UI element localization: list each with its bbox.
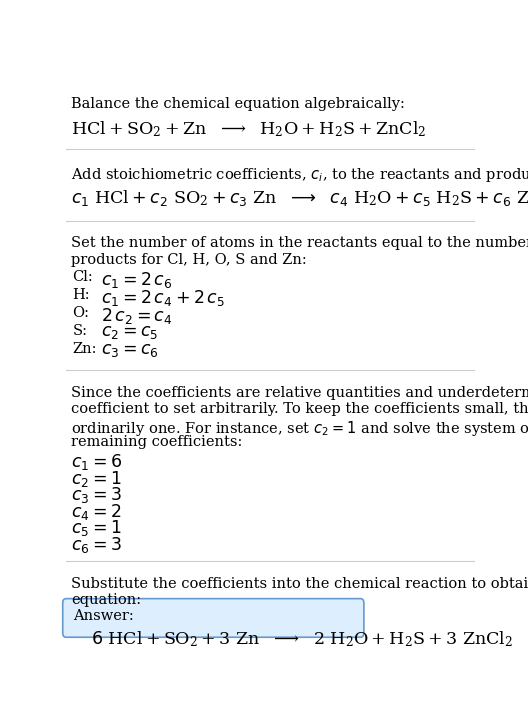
Text: $c_3 = c_6$: $c_3 = c_6$: [101, 342, 158, 359]
Text: Add stoichiometric coefficients, $c_i$, to the reactants and products:: Add stoichiometric coefficients, $c_i$, …: [71, 166, 528, 184]
Text: O:: O:: [72, 306, 90, 320]
Text: $\mathregular{HCl + SO_2 + Zn \ \ \longrightarrow \ \ H_2O + H_2S + ZnCl_2}$: $\mathregular{HCl + SO_2 + Zn \ \ \longr…: [71, 119, 427, 139]
Text: $c_2 = c_5$: $c_2 = c_5$: [101, 324, 158, 341]
Text: $c_3 = 3$: $c_3 = 3$: [71, 485, 122, 505]
Text: Balance the chemical equation algebraically:: Balance the chemical equation algebraica…: [71, 97, 405, 111]
Text: $6\ \mathregular{HCl + SO_2 + 3\ Zn\ \ \longrightarrow\ \ 2\ H_2O + H_2S + 3\ Zn: $6\ \mathregular{HCl + SO_2 + 3\ Zn\ \ \…: [91, 629, 513, 649]
Text: $c_4 = 2$: $c_4 = 2$: [71, 502, 121, 522]
Text: $c_1\ \mathregular{HCl} + c_2\ \mathregular{SO_2} + c_3\ \mathregular{Zn}\ \ \lo: $c_1\ \mathregular{HCl} + c_2\ \mathregu…: [71, 188, 528, 208]
Text: coefficient to set arbitrarily. To keep the coefficients small, the arbitrary va: coefficient to set arbitrarily. To keep …: [71, 402, 528, 417]
Text: $c_1 = 2\,c_6$: $c_1 = 2\,c_6$: [101, 269, 172, 289]
Text: H:: H:: [72, 288, 90, 301]
Text: Set the number of atoms in the reactants equal to the number of atoms in the: Set the number of atoms in the reactants…: [71, 236, 528, 251]
Text: $c_2 = 1$: $c_2 = 1$: [71, 468, 122, 488]
Text: remaining coefficients:: remaining coefficients:: [71, 435, 243, 450]
Text: ordinarily one. For instance, set $c_2 = 1$ and solve the system of equations fo: ordinarily one. For instance, set $c_2 =…: [71, 419, 528, 438]
FancyBboxPatch shape: [63, 599, 364, 637]
Text: $2\,c_2 = c_4$: $2\,c_2 = c_4$: [101, 306, 172, 326]
Text: $c_6 = 3$: $c_6 = 3$: [71, 535, 122, 555]
Text: Answer:: Answer:: [73, 609, 134, 623]
Text: Substitute the coefficients into the chemical reaction to obtain the balanced: Substitute the coefficients into the che…: [71, 576, 528, 591]
Text: Since the coefficients are relative quantities and underdetermined, choose a: Since the coefficients are relative quan…: [71, 386, 528, 400]
Text: $c_1 = 6$: $c_1 = 6$: [71, 452, 122, 472]
Text: $c_5 = 1$: $c_5 = 1$: [71, 518, 122, 538]
Text: Zn:: Zn:: [72, 342, 97, 357]
Text: Cl:: Cl:: [72, 269, 93, 284]
Text: equation:: equation:: [71, 593, 142, 607]
Text: products for Cl, H, O, S and Zn:: products for Cl, H, O, S and Zn:: [71, 253, 307, 267]
Text: S:: S:: [72, 324, 88, 338]
Text: $c_1 = 2\,c_4 + 2\,c_5$: $c_1 = 2\,c_4 + 2\,c_5$: [101, 288, 225, 308]
